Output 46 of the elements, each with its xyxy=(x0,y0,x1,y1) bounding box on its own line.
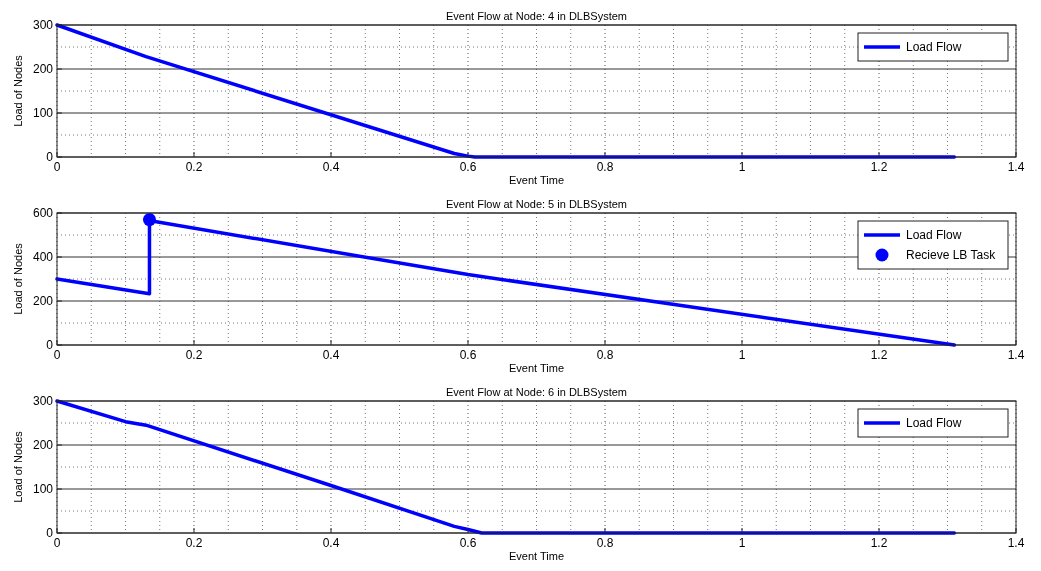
y-axis-title: Load of Nodes xyxy=(12,242,24,315)
y-tick-label: 300 xyxy=(32,18,54,32)
y-tick-label: 200 xyxy=(32,438,54,452)
x-tick-label: 1.2 xyxy=(870,536,888,550)
y-tick-label: 200 xyxy=(32,62,54,76)
x-axis-title: Event Time xyxy=(508,550,565,562)
y-tick-label: 300 xyxy=(32,394,54,408)
x-tick-label: 0.6 xyxy=(459,160,477,174)
legend-label: Recieve LB Task xyxy=(906,248,997,262)
x-tick-label: 0.6 xyxy=(459,536,477,550)
y-axis-title: Load of Nodes xyxy=(12,430,24,503)
y-axis-title: Load of Nodes xyxy=(12,54,24,127)
y-tick-label: 0 xyxy=(46,526,54,540)
x-tick-label: 1.2 xyxy=(870,348,888,362)
x-tick-label: 0.4 xyxy=(322,348,340,362)
x-tick-label: 0.4 xyxy=(322,536,340,550)
y-tick-label: 600 xyxy=(32,206,54,220)
x-tick-label: 1 xyxy=(738,536,746,550)
x-tick-label: 0.4 xyxy=(322,160,340,174)
x-tick-label: 1.4 xyxy=(1007,536,1025,550)
x-tick-label: 1.2 xyxy=(870,160,888,174)
x-axis-title: Event Time xyxy=(508,362,565,374)
y-tick-label: 0 xyxy=(46,338,54,352)
x-tick-label: 0.6 xyxy=(459,348,477,362)
x-tick-label: 0.2 xyxy=(185,536,203,550)
chart-title: Event Flow at Node: 6 in DLBSystem xyxy=(446,386,627,398)
x-tick-label: 1 xyxy=(738,160,746,174)
legend-label: Load Flow xyxy=(906,416,962,430)
x-tick-label: 0.2 xyxy=(185,348,203,362)
x-tick-label: 1 xyxy=(738,348,746,362)
x-tick-label: 0.8 xyxy=(596,536,614,550)
x-tick-label: 0.8 xyxy=(596,160,614,174)
chart-title: Event Flow at Node: 5 in DLBSystem xyxy=(446,198,627,210)
x-tick-label: 0.2 xyxy=(185,160,203,174)
x-axis-title: Event Time xyxy=(508,174,565,186)
y-tick-label: 100 xyxy=(32,482,54,496)
x-tick-label: 1.4 xyxy=(1007,348,1025,362)
y-tick-label: 0 xyxy=(46,150,54,164)
y-tick-label: 400 xyxy=(32,250,54,264)
x-tick-label: 1.4 xyxy=(1007,160,1025,174)
y-tick-label: 100 xyxy=(32,106,54,120)
chart-title: Event Flow at Node: 4 in DLBSystem xyxy=(446,10,627,22)
x-tick-label: 0.8 xyxy=(596,348,614,362)
legend-label: Load Flow xyxy=(906,228,962,242)
y-tick-label: 200 xyxy=(32,294,54,308)
legend-label: Load Flow xyxy=(906,40,962,54)
